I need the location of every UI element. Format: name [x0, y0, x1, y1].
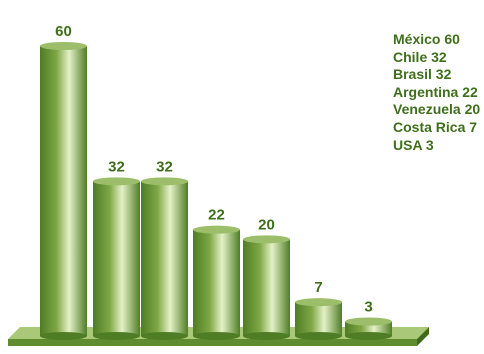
value-label: 7: [314, 279, 322, 296]
bar-body: [295, 302, 342, 336]
bar-series: [40, 42, 392, 340]
legend-country: USA: [393, 136, 423, 153]
legend-value: 7: [465, 118, 478, 135]
legend-value: 22: [458, 83, 478, 100]
bar-USA: [345, 317, 392, 340]
bar-bottom-cap: [141, 332, 188, 340]
bar-top-cap: [40, 42, 87, 50]
legend-country: Costa Rica: [393, 118, 466, 135]
legend-value: 3: [422, 136, 434, 153]
bar-body: [93, 181, 140, 336]
legend: México 60 Chile 32 Brasil 32 Argentina 22 Ve…: [393, 31, 480, 154]
bar-top-cap: [193, 225, 240, 234]
bar-body: [345, 321, 392, 336]
bar-Costa Rica: [295, 298, 342, 340]
legend-item: Brasil 32: [393, 66, 480, 84]
value-label: 32: [108, 158, 125, 175]
bar-body: [193, 229, 240, 336]
bar-body: [141, 181, 188, 336]
legend-item: México 60: [393, 31, 480, 49]
value-label: 3: [364, 299, 372, 316]
legend-country: Venezuela: [393, 101, 461, 118]
legend-country: Chile: [393, 48, 428, 65]
value-label: 32: [156, 158, 173, 175]
legend-country: Argentina: [393, 83, 459, 100]
bar-bottom-cap: [345, 332, 392, 340]
bar-top-cap: [295, 298, 342, 307]
bar-Argentina: [193, 225, 240, 340]
bar-Venezuela: [243, 235, 290, 340]
legend-item: Costa Rica 7: [393, 119, 480, 137]
bar-bottom-cap: [243, 332, 290, 340]
legend-item: Venezuela 20: [393, 101, 480, 119]
legend-country: México: [393, 31, 441, 47]
legend-item: Argentina 22: [393, 84, 480, 102]
value-label: 60: [55, 23, 72, 40]
bar-body: [243, 239, 290, 336]
bar-top-cap: [141, 177, 188, 186]
value-label: 22: [208, 207, 225, 224]
bar-Brasil: [141, 177, 188, 340]
legend-country: Brasil: [393, 66, 432, 83]
bar-body: [40, 46, 87, 336]
legend-value: 20: [460, 101, 481, 118]
bar-top-cap: [93, 177, 140, 186]
bar-bottom-cap: [93, 332, 140, 340]
legend-value: 32: [431, 66, 452, 83]
legend-value: 32: [427, 48, 447, 65]
bar-bottom-cap: [40, 332, 87, 340]
legend-item: USA 3: [393, 137, 480, 155]
bar-bottom-cap: [193, 332, 240, 340]
legend-value: 60: [440, 31, 460, 47]
bar-Chile: [93, 177, 140, 340]
bar-top-cap: [345, 317, 392, 326]
base-front-face: [8, 339, 417, 346]
value-label: 20: [258, 216, 275, 233]
bar-top-cap: [243, 235, 290, 244]
legend-item: Chile 32: [393, 49, 480, 67]
bar-México: [40, 42, 87, 340]
bar-bottom-cap: [295, 332, 342, 340]
base-side-face: [417, 327, 429, 346]
value-labels: 60 32 32 22 20 7 3: [55, 23, 373, 316]
